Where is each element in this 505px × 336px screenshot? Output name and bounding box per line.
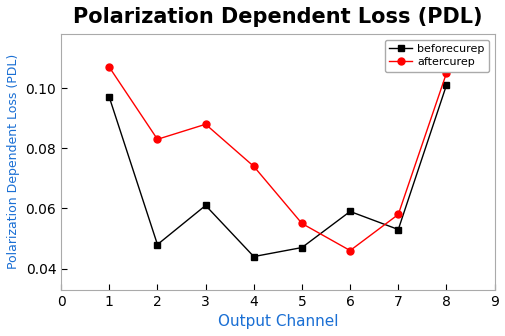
- beforecurep: [202, 203, 208, 207]
- aftercurep: [298, 221, 305, 225]
- beforecurep: [346, 209, 352, 213]
- aftercurep: [346, 249, 352, 253]
- beforecurep: [394, 227, 400, 232]
- beforecurep: [250, 255, 257, 259]
- aftercurep: [106, 65, 112, 69]
- Title: Polarization Dependent Loss (PDL): Polarization Dependent Loss (PDL): [73, 7, 482, 27]
- aftercurep: [202, 122, 208, 126]
- aftercurep: [394, 212, 400, 216]
- Y-axis label: Polarization Dependent Loss (PDL): Polarization Dependent Loss (PDL): [7, 54, 20, 269]
- beforecurep: [442, 83, 448, 87]
- Legend: beforecurep, aftercurep: beforecurep, aftercurep: [384, 40, 488, 72]
- X-axis label: Output Channel: Output Channel: [217, 314, 337, 329]
- aftercurep: [250, 164, 257, 168]
- Line: beforecurep: beforecurep: [106, 82, 448, 259]
- Line: aftercurep: aftercurep: [106, 64, 449, 254]
- beforecurep: [154, 243, 160, 247]
- aftercurep: [154, 137, 160, 141]
- beforecurep: [106, 95, 112, 99]
- beforecurep: [298, 246, 305, 250]
- aftercurep: [442, 71, 448, 75]
